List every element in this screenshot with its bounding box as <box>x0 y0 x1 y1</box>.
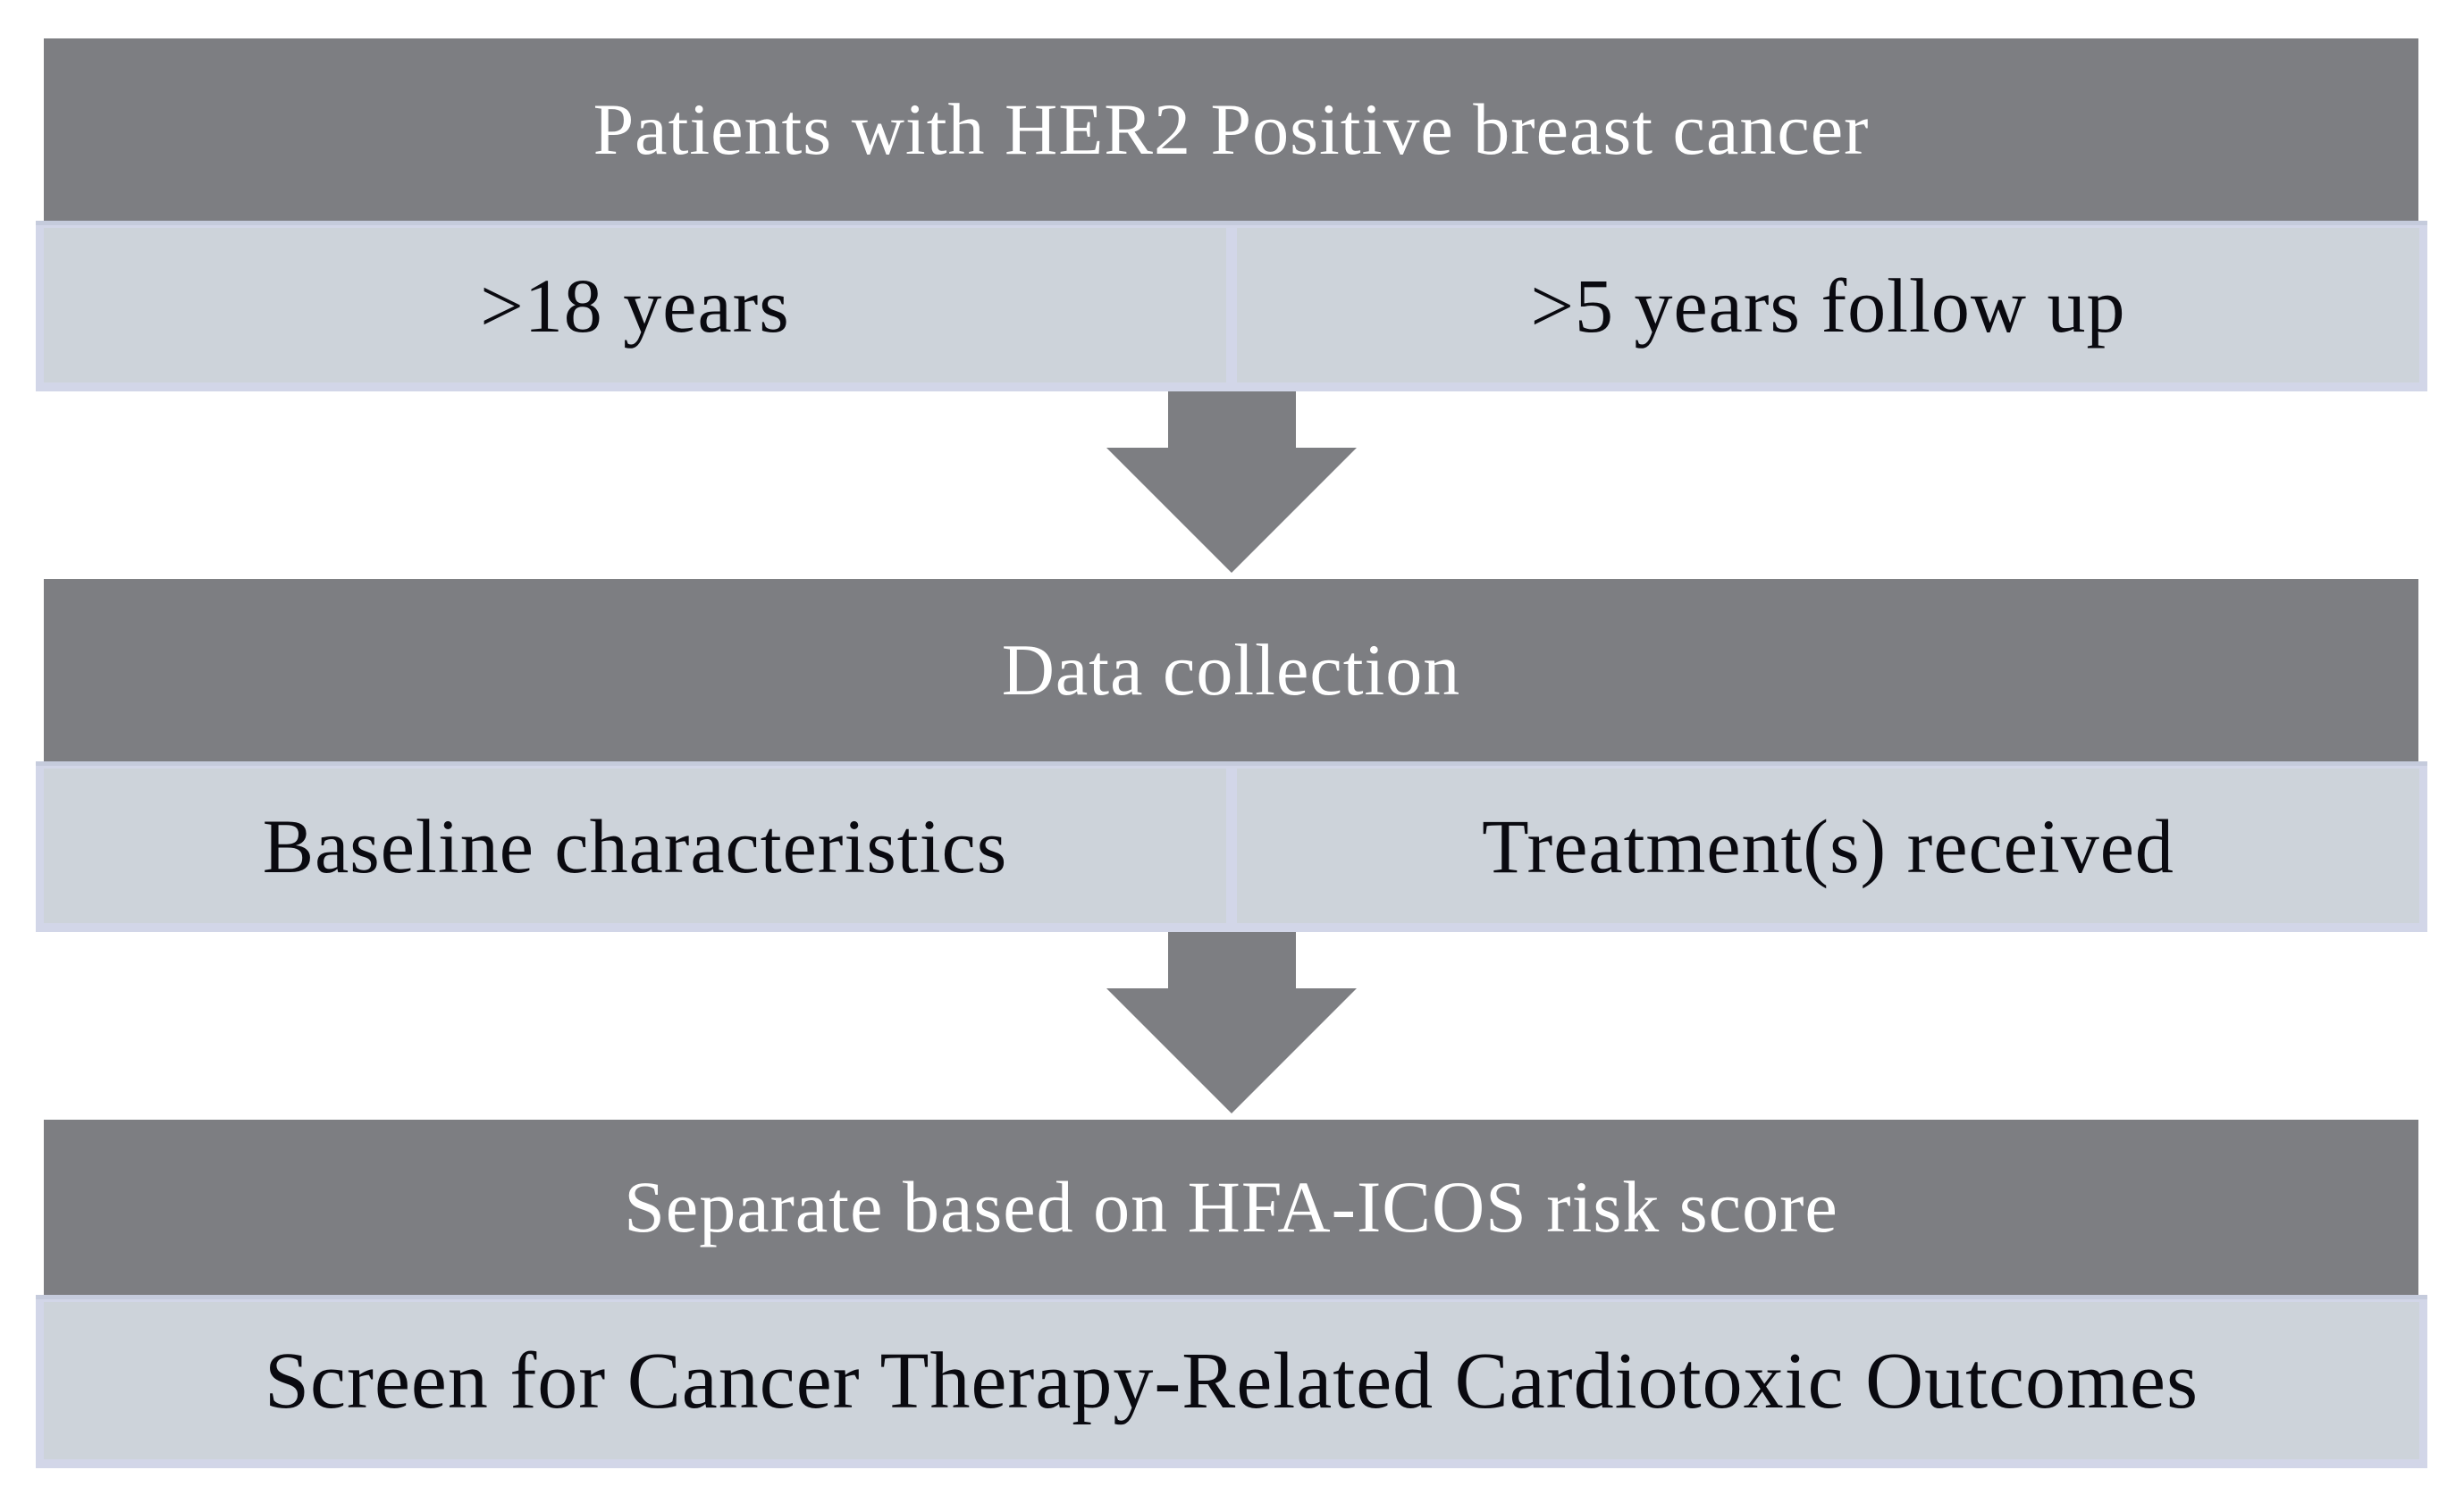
step2-header: Data collection <box>44 579 2418 761</box>
step3-header: Separate based on HFA-ICOS risk score <box>44 1120 2418 1295</box>
step2-cell-right: Treatment(s) received <box>1237 769 2419 923</box>
down-arrow-icon <box>1106 932 1357 1113</box>
down-arrow-head <box>1106 448 1357 573</box>
step1-cell-left: >18 years <box>44 228 1226 382</box>
step3-cell: Screen for Cancer Therapy-Related Cardio… <box>44 1302 2419 1459</box>
step1-row: >18 years >5 years follow up <box>36 221 2427 391</box>
step3-row: Screen for Cancer Therapy-Related Cardio… <box>36 1295 2427 1468</box>
down-arrow-tail <box>1167 932 1296 988</box>
down-arrow-icon <box>1106 391 1357 573</box>
down-arrow-tail <box>1167 391 1296 448</box>
step2-cell-left: Baseline characteristics <box>44 769 1226 923</box>
step2-row: Baseline characteristics Treatment(s) re… <box>36 761 2427 932</box>
step1-cell-right: >5 years follow up <box>1237 228 2419 382</box>
step1-header: Patients with HER2 Positive breast cance… <box>44 38 2418 221</box>
down-arrow-head <box>1106 988 1357 1113</box>
